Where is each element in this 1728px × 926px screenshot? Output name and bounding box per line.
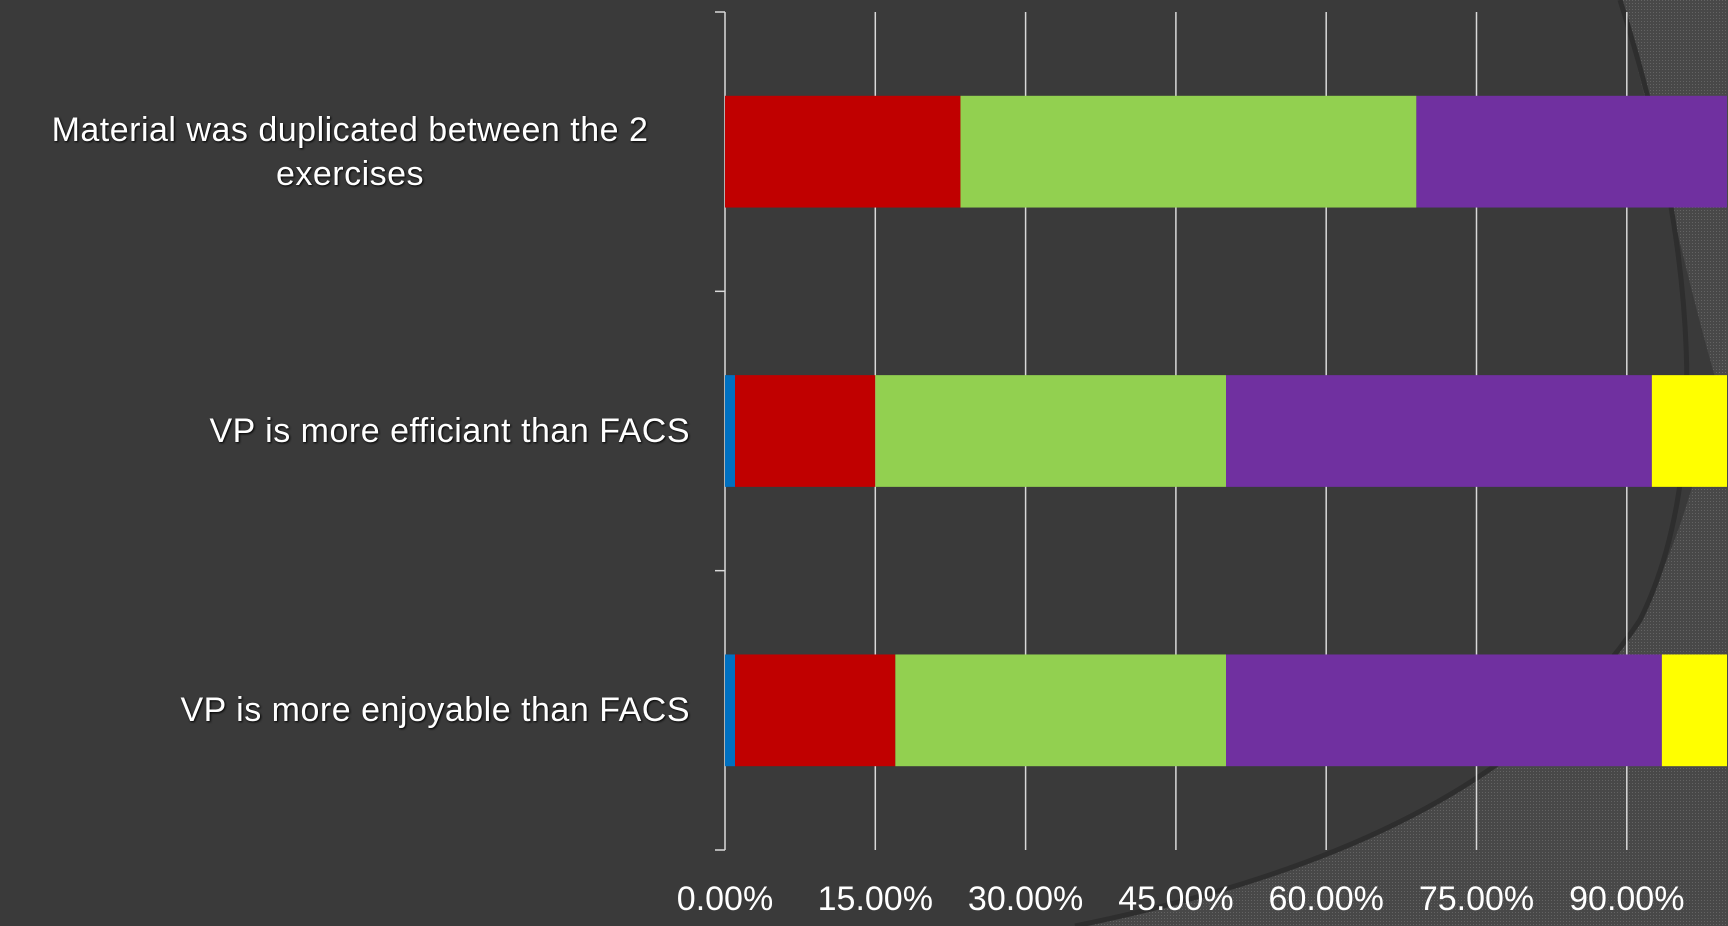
bar-cat2-series2	[735, 375, 876, 487]
background-arc-line	[1074, 0, 1690, 926]
category-label-1: Material was duplicated between the 2 ex…	[0, 108, 690, 196]
bar-cat2-series4	[1226, 375, 1652, 487]
category-label-text: VP is more efficiant than FACS	[209, 412, 690, 450]
x-tick-label-5: 75.00%	[1419, 880, 1534, 918]
category-label-text: VP is more enjoyable than FACS	[180, 691, 690, 730]
bar-cat2-series3	[875, 375, 1226, 487]
category-label-2: VP is more efficiant than FACS	[0, 409, 690, 453]
bar-cat1-series4	[1416, 95, 1727, 208]
x-tick-label-4: 60.00%	[1269, 880, 1384, 918]
x-tick-label-2: 30.00%	[968, 880, 1083, 918]
x-tick-label-0: 0.00%	[677, 880, 773, 918]
background-arc-band	[1075, 300, 1728, 926]
x-tick-label-1: 15.00%	[818, 880, 933, 918]
category-label-text: Material was duplicated between the 2 ex…	[51, 110, 649, 193]
bar-cat2-series1	[725, 375, 736, 487]
x-tick-label-3: 45.00%	[1118, 880, 1233, 918]
bar-cat3-series4	[1226, 654, 1662, 767]
bar-cat1-series3	[960, 95, 1417, 208]
bar-cat3-series2	[735, 654, 896, 767]
x-tick-label-6: 90.00%	[1569, 880, 1684, 918]
bar-cat3-series3	[895, 654, 1226, 767]
bar-cat2-series5	[1651, 375, 1727, 487]
category-label-3: VP is more enjoyable than FACS	[0, 688, 690, 732]
bar-cat1-series2	[725, 95, 961, 208]
bar-cat3-series1	[725, 654, 736, 767]
bar-cat3-series5	[1661, 654, 1727, 767]
